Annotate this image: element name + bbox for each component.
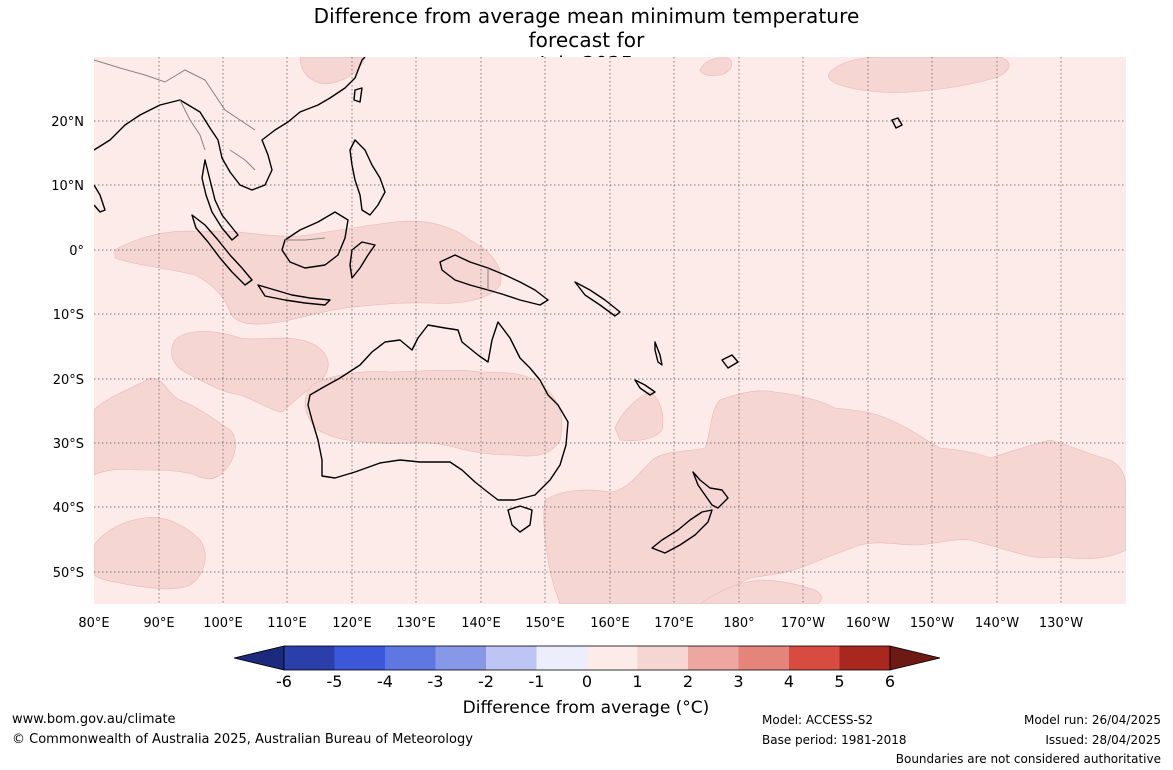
- colorbar-tick-label: -6: [276, 672, 292, 691]
- colorbar-segment: [688, 646, 739, 670]
- sulawesi-coastline: [349, 241, 376, 279]
- longitude-label: 110°E: [267, 616, 307, 631]
- new-guinea-coastline: [439, 254, 549, 306]
- new-zealand-south-island: [651, 509, 713, 554]
- colorbar-min-arrow: [233, 645, 285, 671]
- longitude-label: 140°E: [461, 616, 501, 631]
- longitude-label: 100°E: [203, 616, 243, 631]
- latitude-label: 30°S: [53, 437, 84, 452]
- new-caledonia-coastline: [634, 379, 656, 396]
- mainland-borders: [94, 59, 326, 241]
- colorbar-tick-label: 0: [582, 672, 592, 691]
- vanuatu-coastline: [654, 341, 663, 366]
- colorbar-tick-label: 2: [683, 672, 693, 691]
- colorbar-segment: [789, 646, 840, 670]
- model-text: Model: ACCESS-S2: [762, 713, 874, 727]
- southeast-asia-coastline: [94, 57, 366, 191]
- longitude-label: 180°: [723, 616, 754, 631]
- longitude-label: 170°E: [654, 616, 694, 631]
- colorbar-tick-label: -5: [327, 672, 343, 691]
- colorbar-segment: [536, 646, 588, 670]
- issued-text: Issued: 28/04/2025: [1045, 733, 1161, 747]
- colorbar-tick-label: 5: [834, 672, 844, 691]
- longitude-label: 130°E: [396, 616, 436, 631]
- new-zealand-north-island: [692, 471, 729, 509]
- model-run-text: Model run: 26/04/2025: [1023, 713, 1161, 727]
- colorbar-segment: [839, 646, 891, 670]
- latitude-label: 10°S: [53, 308, 84, 323]
- patch-philippine-sea: [299, 57, 366, 85]
- longitude-label: 130°W: [1039, 616, 1083, 631]
- patch-far-southwest: [94, 517, 206, 590]
- title-line-1: Difference from average mean minimum tem…: [313, 4, 860, 52]
- colorbar-tick-label: 6: [885, 672, 895, 691]
- coastlines: [94, 57, 903, 554]
- colorbar-tick-label: -2: [478, 672, 494, 691]
- colorbar-label: Difference from average (°C): [462, 698, 710, 718]
- latitude-label: 40°S: [53, 501, 84, 516]
- hawaii-coastline: [891, 117, 903, 129]
- colorbar-outline: [283, 645, 891, 671]
- patch-coral-sea: [614, 391, 664, 441]
- malay-peninsula-coastline: [201, 159, 239, 241]
- colorbar-tick-label: 3: [733, 672, 743, 691]
- longitude-labels: 80°E 90°E 100°E 110°E 120°E 130°E 140°E 150°E 16…: [78, 616, 1083, 631]
- india-coastline: [94, 184, 106, 213]
- colorbar: -6 -5 -4 -3 -2 -1 0 1 2 3 4 5 6: [233, 645, 941, 691]
- patch-north-pacific: [828, 57, 1010, 93]
- patch-indian-ocean-mid: [171, 331, 329, 413]
- patch-southwest-indian-ocean: [94, 377, 236, 480]
- longitude-label: 170°W: [781, 616, 825, 631]
- taiwan-coastline: [353, 87, 363, 103]
- colorbar-segment: [334, 646, 386, 670]
- gridlines: [94, 57, 1126, 604]
- longitude-label: 160°W: [846, 616, 890, 631]
- latitude-labels: 20°N 10°N 0° 10°S 20°S 30°S 40°S 50°S: [51, 115, 84, 581]
- latitude-label: 20°N: [51, 115, 84, 130]
- tasmania-coastline: [507, 505, 533, 533]
- chart-title: Difference from average mean minimum tem…: [0, 4, 1173, 76]
- latitude-label: 50°S: [53, 566, 84, 581]
- patch-tasman-south-pacific: [543, 390, 1126, 604]
- colorbar-tick-label: 4: [784, 672, 794, 691]
- fiji-coastline: [721, 354, 739, 369]
- colorbar-segment: [385, 646, 436, 670]
- colorbar-segment: [486, 646, 537, 670]
- copyright-text: © Commonwealth of Australia 2025, Austra…: [12, 732, 473, 747]
- colorbar-tick-label: -1: [529, 672, 545, 691]
- colorbar-max-arrow: [889, 645, 941, 671]
- patch-australia-interior: [304, 369, 563, 457]
- patch-south-tasman: [699, 579, 822, 604]
- colorbar-segment: [637, 646, 689, 670]
- longitude-label: 140°W: [975, 616, 1019, 631]
- longitude-label: 150°W: [910, 616, 954, 631]
- country-borders: [94, 59, 489, 290]
- disclaimer-text: Boundaries are not considered authoritat…: [895, 752, 1161, 766]
- colorbar-tick-label: -3: [428, 672, 444, 691]
- latitude-label: 0°: [69, 244, 84, 259]
- australia-coastline: [307, 321, 569, 501]
- colorbar-tick-label: 1: [632, 672, 642, 691]
- colorbar-tick-label: -4: [377, 672, 393, 691]
- colorbar-segment: [738, 646, 790, 670]
- sumatra-coastline: [191, 214, 253, 286]
- longitude-label: 120°E: [332, 616, 372, 631]
- colorbar-segment: [435, 646, 487, 670]
- solomon-islands-coastline: [574, 281, 621, 317]
- latitude-label: 20°S: [53, 373, 84, 388]
- colorbar-segment: [587, 646, 638, 670]
- philippines-coastline: [349, 139, 386, 216]
- longitude-label: 90°E: [143, 616, 174, 631]
- colorbar-segment: [284, 646, 335, 670]
- borneo-coastline: [281, 211, 349, 269]
- base-period-text: Base period: 1981-2018: [762, 733, 907, 747]
- java-coastline: [257, 284, 331, 306]
- longitude-label: 160°E: [590, 616, 630, 631]
- patch-north-pacific-small: [699, 57, 733, 77]
- website-link[interactable]: www.bom.gov.au/climate: [12, 712, 176, 727]
- latitude-label: 10°N: [51, 179, 84, 194]
- longitude-label: 80°E: [78, 616, 109, 631]
- longitude-label: 150°E: [525, 616, 565, 631]
